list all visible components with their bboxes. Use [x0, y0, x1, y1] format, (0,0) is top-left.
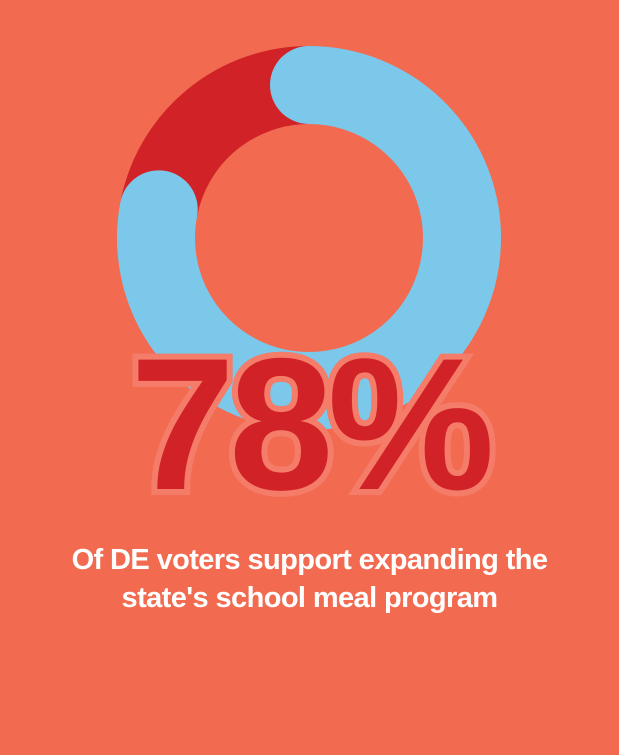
- donut-slice-support: [117, 46, 501, 430]
- percent-headline: 78%: [124, 319, 500, 529]
- caption-text: Of DE voters support expanding the state…: [71, 544, 548, 614]
